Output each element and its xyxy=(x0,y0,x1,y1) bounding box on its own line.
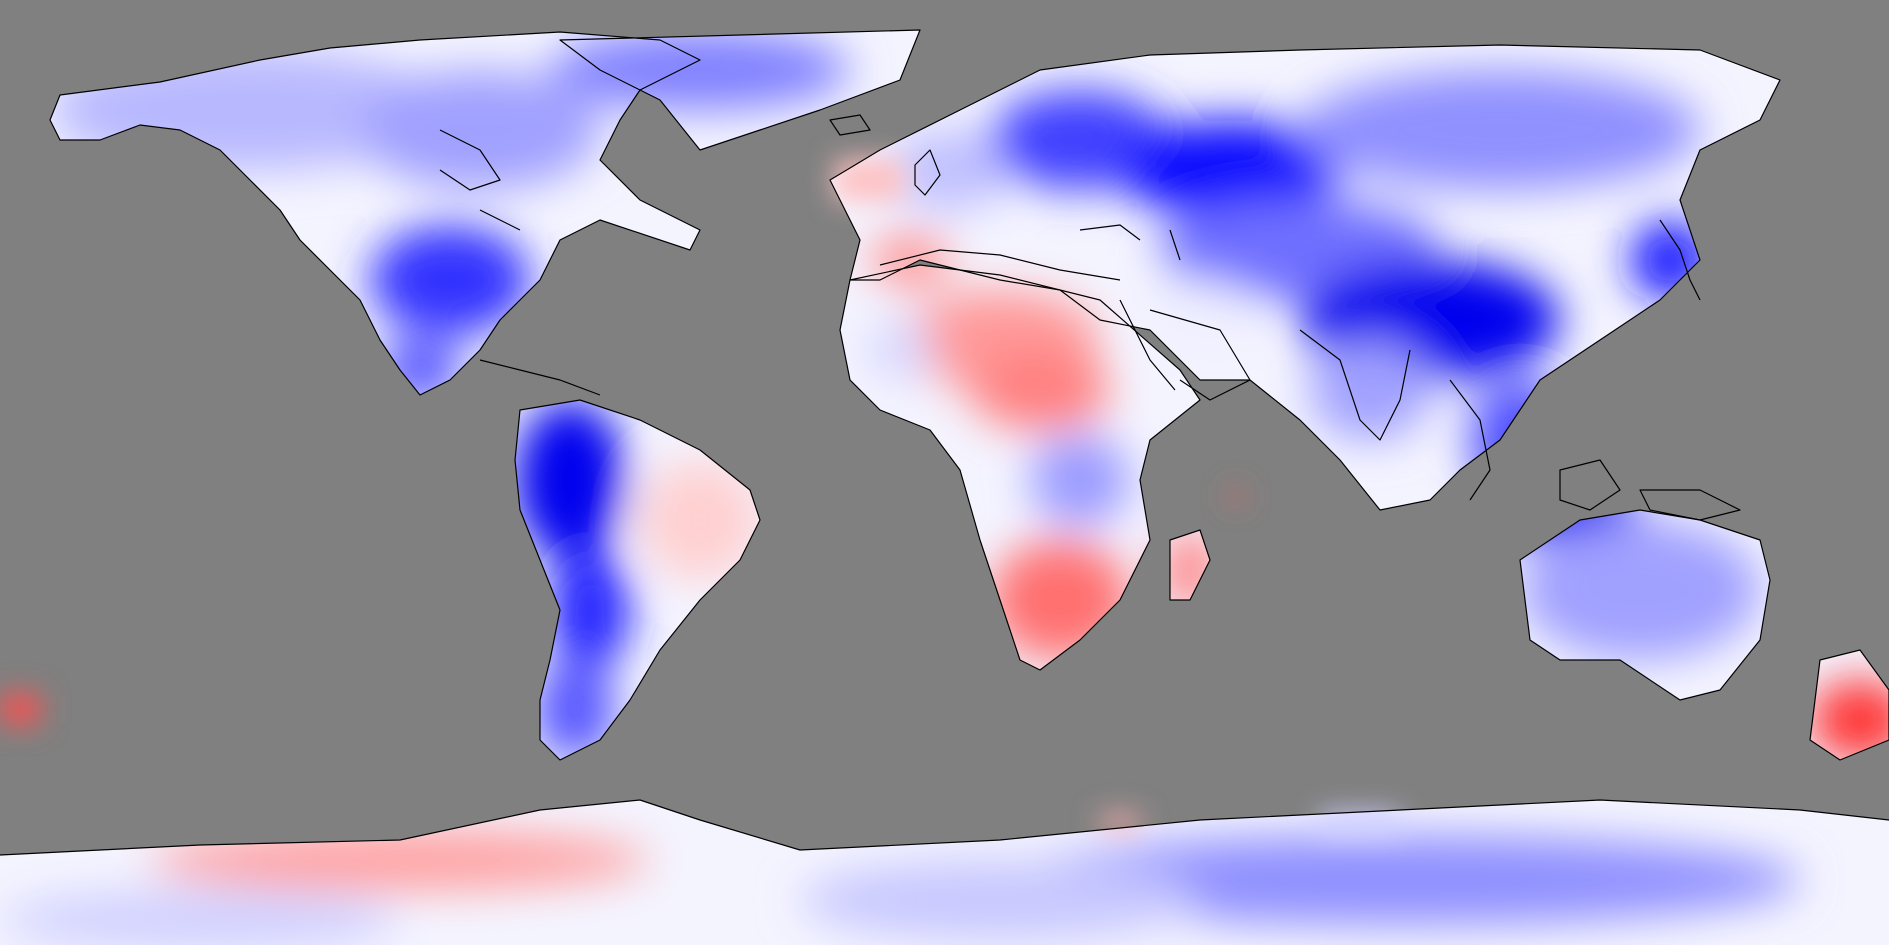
coastline-madagascar xyxy=(1169,529,1211,601)
anomaly-new-zealand xyxy=(1810,680,1889,760)
anomaly-patagonia xyxy=(535,660,615,760)
coastline-arabia xyxy=(1149,309,1251,401)
coastline-africa xyxy=(839,264,1201,671)
anomaly-brazil xyxy=(640,460,760,580)
anomaly-india xyxy=(1310,340,1430,440)
anomaly-australia xyxy=(1520,520,1760,660)
anomaly-field xyxy=(0,30,1889,945)
coastline-new-zealand xyxy=(1809,649,1889,761)
anomaly-greenland xyxy=(550,30,850,110)
anomaly-central-usa xyxy=(370,225,530,335)
coastline-red-sea xyxy=(1119,299,1176,391)
coastline-borneo xyxy=(1559,459,1621,511)
coastline-great-lakes xyxy=(479,209,521,231)
anomaly-central-africa xyxy=(970,350,1110,430)
coastline-caribbean xyxy=(479,359,601,396)
coastline-hudson-bay xyxy=(439,129,501,191)
coastline-antarctica xyxy=(0,799,1889,856)
anomaly-central-andes xyxy=(550,550,630,670)
coastline-indochina xyxy=(1449,379,1491,501)
anomaly-russia xyxy=(1120,120,1340,220)
coastline-iceland xyxy=(829,114,871,136)
anomaly-east-africa xyxy=(1030,435,1130,525)
anomaly-siberia xyxy=(1300,70,1700,190)
coastline-mediterranean xyxy=(879,249,1121,281)
anomaly-antarctica-west xyxy=(800,860,1200,940)
coastline-greenland xyxy=(559,29,921,151)
coastline-japan xyxy=(1659,219,1701,301)
coastline-black-caspian xyxy=(1079,224,1181,261)
anomaly-iberia xyxy=(870,235,950,285)
edge-patches xyxy=(0,160,1400,833)
anomaly-antarctica-south xyxy=(0,890,400,945)
coastline-eurasia xyxy=(829,44,1781,511)
coastline-south-america xyxy=(514,399,761,761)
anomaly-middle-east xyxy=(1140,280,1260,360)
anomaly-antarctic-peninsula xyxy=(150,830,650,890)
coastline-north-america xyxy=(49,31,701,396)
coastlines xyxy=(0,29,1889,856)
coastline-australia xyxy=(1519,509,1771,701)
anomaly-northern-andes xyxy=(515,400,625,560)
coastline-new-guinea xyxy=(1639,489,1741,521)
anomaly-canada-east xyxy=(360,70,600,190)
anomaly-west-africa-cool xyxy=(865,320,935,380)
coastline-uk xyxy=(914,149,941,196)
coastline-india xyxy=(1299,329,1411,441)
anomaly-east-antarctica xyxy=(1000,835,1800,925)
